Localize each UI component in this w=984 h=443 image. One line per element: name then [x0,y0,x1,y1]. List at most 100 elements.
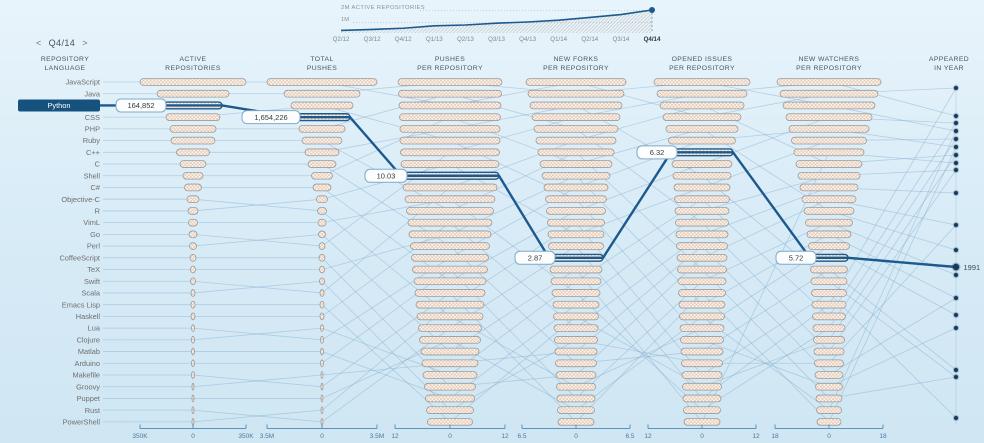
bar-active_repositories-rank30[interactable] [191,418,195,426]
language-label-TeX[interactable]: TeX [87,265,100,274]
bar-new_forks_per_repository-rank9[interactable] [541,171,611,180]
bar-pushes_per_repository-rank2[interactable] [398,89,502,98]
timeline-quarter-Q4/14[interactable]: Q4/14 [644,36,661,43]
bar-active_repositories-rank4[interactable] [165,113,221,121]
bar-pushes_per_repository-rank4[interactable] [399,113,501,121]
timeline-quarter-Q3/12[interactable]: Q3/12 [364,36,381,43]
bar-active_repositories-rank6[interactable] [170,136,216,145]
bar-opened_issues_per_repository-rank6[interactable] [668,136,736,145]
timeline-quarter-Q3/13[interactable]: Q3/13 [488,36,505,43]
language-label-Java[interactable]: Java [84,89,101,98]
bar-new_watchers_per_repository-rank19[interactable] [811,289,847,297]
bar-new_forks_per_repository-rank25[interactable] [555,359,597,368]
bar-active_repositories-rank5[interactable] [169,125,217,133]
bar-opened_issues_per_repository-rank5[interactable] [665,125,739,133]
bar-pushes_per_repository-rank5[interactable] [399,125,501,133]
language-label-Matlab[interactable]: Matlab [78,347,100,356]
bar-total_pushes-rank29[interactable] [320,406,324,414]
bar-total_pushes-rank19[interactable] [319,289,325,297]
bar-new_forks_per_repository-rank21[interactable] [553,312,599,321]
language-label-Lua[interactable]: Lua [88,324,101,333]
bar-total_pushes-rank2[interactable] [283,89,361,98]
bar-active_repositories-rank14[interactable] [188,230,198,239]
bar-pushes_per_repository-rank21[interactable] [416,312,484,321]
bar-total_pushes-rank10[interactable] [312,183,332,192]
language-label-Emacs Lisp[interactable]: Emacs Lisp [62,300,100,309]
bar-new_watchers_per_repository-rank9[interactable] [797,171,861,180]
bar-new_forks_per_repository-rank28[interactable] [556,394,596,403]
bar-new_watchers_per_repository-rank27[interactable] [815,382,843,391]
bar-total_pushes-rank27[interactable] [320,382,324,391]
bar-active_repositories-rank29[interactable] [191,406,195,414]
bar-new_watchers_per_repository-rank28[interactable] [815,394,843,403]
bar-total_pushes-rank30[interactable] [320,418,324,426]
language-label-CoffeeScript[interactable]: CoffeeScript [59,253,100,262]
bar-total_pushes-rank21[interactable] [319,312,325,321]
bar-new_watchers_per_repository-rank24[interactable] [813,347,845,356]
bar-total_pushes-rank25[interactable] [320,359,324,368]
bar-opened_issues_per_repository-rank17[interactable] [677,265,727,274]
bar-new_watchers_per_repository-rank23[interactable] [813,336,845,344]
current-quarter-label[interactable]: Q4/14 [48,38,76,48]
bar-opened_issues_per_repository-rank4[interactable] [662,113,742,121]
bar-total_pushes-rank3[interactable] [290,101,354,110]
bar-opened_issues_per_repository-rank1[interactable] [653,78,751,86]
bar-new_watchers_per_repository-rank20[interactable] [811,300,847,309]
bar-active_repositories-rank16[interactable] [189,253,197,262]
bar-new_forks_per_repository-rank1[interactable] [525,78,627,86]
bar-pushes_per_repository-rank16[interactable] [411,253,489,262]
bar-pushes_per_repository-rank23[interactable] [419,336,481,344]
bar-new_watchers_per_repository-rank4[interactable] [785,113,873,121]
language-label-Swift[interactable]: Swift [84,277,100,286]
bar-total_pushes-rank14[interactable] [318,230,326,239]
bar-active_repositories-rank12[interactable] [187,207,199,215]
bar-active_repositories-rank28[interactable] [191,394,195,403]
language-label-Shell[interactable]: Shell [84,171,101,180]
bar-opened_issues_per_repository-rank27[interactable] [682,382,722,391]
bar-opened_issues_per_repository-rank12[interactable] [674,207,730,215]
bar-pushes_per_repository-rank20[interactable] [415,300,485,309]
bar-pushes_per_repository-rank30[interactable] [427,418,473,426]
bar-pushes_per_repository-rank18[interactable] [413,277,487,286]
language-label-Objective-C[interactable]: Objective-C [61,195,100,204]
bar-total_pushes-rank26[interactable] [320,371,324,379]
bar-active_repositories-rank20[interactable] [190,300,196,309]
language-label-Clojure[interactable]: Clojure [77,335,100,344]
bar-pushes_per_repository-rank19[interactable] [414,289,486,297]
timeline-quarter-Q2/14[interactable]: Q2/14 [581,36,598,43]
bar-opened_issues_per_repository-rank16[interactable] [676,253,728,262]
bar-pushes_per_repository-rank13[interactable] [407,218,493,227]
timeline-quarter-Q4/12[interactable]: Q4/12 [395,36,412,43]
bar-total_pushes-rank9[interactable] [311,171,333,180]
bar-new_watchers_per_repository-rank13[interactable] [805,218,853,227]
bar-opened_issues_per_repository-rank20[interactable] [678,300,726,309]
language-label-VimL[interactable]: VimL [83,218,100,227]
bar-opened_issues_per_repository-rank13[interactable] [675,218,729,227]
bar-new_watchers_per_repository-rank22[interactable] [812,324,846,332]
bar-new_forks_per_repository-rank26[interactable] [555,371,597,379]
bar-new_watchers_per_repository-rank10[interactable] [799,183,859,192]
bar-active_repositories-rank27[interactable] [191,382,195,391]
bar-new_watchers_per_repository-rank15[interactable] [808,242,850,250]
bar-active_repositories-rank1[interactable] [139,78,247,86]
bar-opened_issues_per_repository-rank15[interactable] [676,242,728,250]
bar-new_forks_per_repository-rank22[interactable] [553,324,599,332]
bar-pushes_per_repository-rank15[interactable] [410,242,490,250]
bar-total_pushes-rank18[interactable] [319,277,325,286]
bar-new_forks_per_repository-rank17[interactable] [549,265,603,274]
bar-total_pushes-rank20[interactable] [319,300,325,309]
bar-total_pushes-rank16[interactable] [318,253,326,262]
bar-new_forks_per_repository-rank5[interactable] [533,125,619,133]
bar-new_watchers_per_repository-rank26[interactable] [814,371,844,379]
bar-total_pushes-rank17[interactable] [319,265,325,274]
bar-new_forks_per_repository-rank27[interactable] [556,382,596,391]
bar-opened_issues_per_repository-rank21[interactable] [679,312,725,321]
bar-new_forks_per_repository-rank14[interactable] [547,230,605,239]
bar-new_forks_per_repository-rank23[interactable] [554,336,598,344]
bar-opened_issues_per_repository-rank29[interactable] [683,406,721,414]
timeline-quarter-Q1/13[interactable]: Q1/13 [426,36,443,43]
bar-new_forks_per_repository-rank29[interactable] [557,406,595,414]
bar-active_repositories-rank13[interactable] [188,218,198,227]
language-label-C++[interactable]: C++ [86,148,100,157]
bar-total_pushes-rank22[interactable] [320,324,324,332]
